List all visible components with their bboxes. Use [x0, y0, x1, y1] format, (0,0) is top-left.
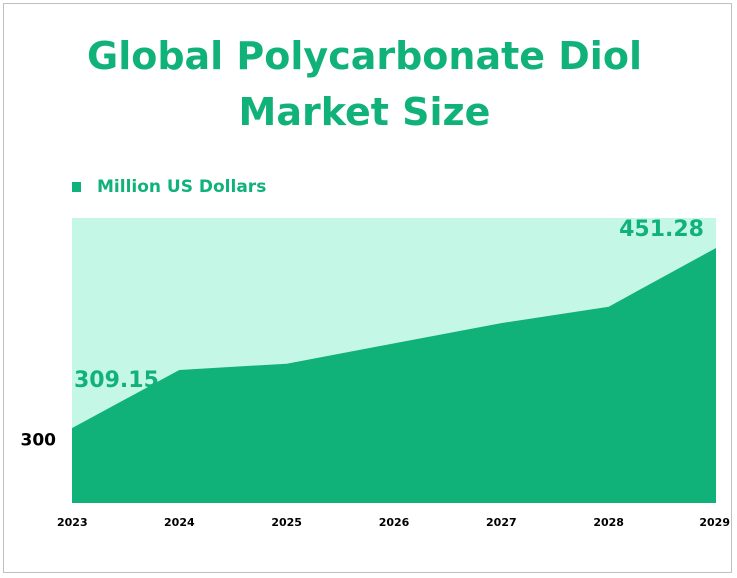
x-tick-label: 2026: [379, 516, 410, 529]
chart-title: Global Polycarbonate Diol Market Size: [0, 28, 729, 140]
y-tick-label: 300: [21, 431, 57, 451]
legend-label: Million US Dollars: [97, 177, 267, 197]
x-tick-label: 2028: [593, 516, 624, 529]
x-tick-label: 2029: [699, 516, 730, 529]
legend-swatch: [72, 182, 81, 192]
x-tick-label: 2024: [164, 516, 195, 529]
x-tick-label: 2025: [271, 516, 302, 529]
chart-title-line-1: Global Polycarbonate Diol: [87, 34, 642, 78]
chart-title-line-2: Market Size: [238, 90, 491, 134]
area-series: [72, 248, 716, 503]
chart-legend: Million US Dollars: [72, 177, 266, 197]
data-label: 309.15: [74, 368, 159, 393]
data-label: 451.28: [619, 217, 704, 242]
x-tick-label: 2023: [57, 516, 88, 529]
x-tick-label: 2027: [486, 516, 517, 529]
